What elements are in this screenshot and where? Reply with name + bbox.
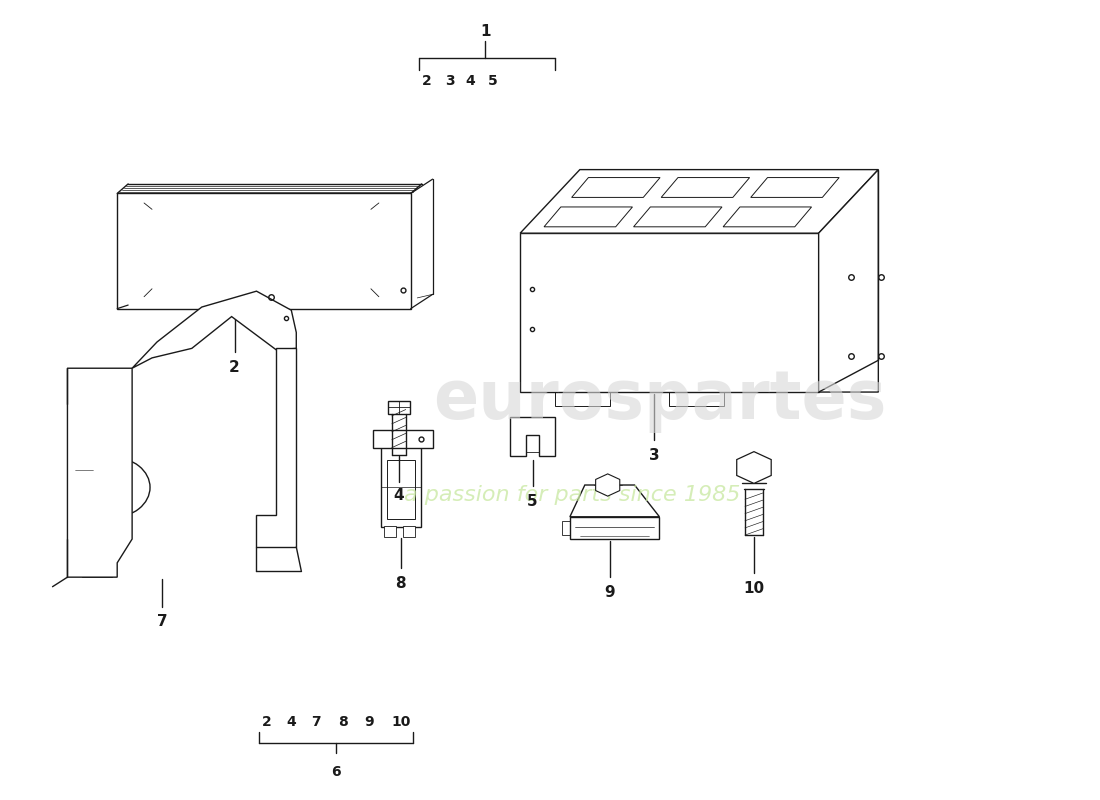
Text: 6: 6 bbox=[331, 766, 341, 779]
Bar bbox=[403, 526, 415, 537]
Text: 2: 2 bbox=[262, 715, 272, 729]
Polygon shape bbox=[595, 474, 619, 496]
Bar bbox=[556, 390, 609, 406]
Bar bbox=[82, 571, 112, 577]
Bar bbox=[384, 526, 396, 537]
Text: 4: 4 bbox=[394, 488, 404, 503]
Bar bbox=[670, 390, 724, 406]
Text: 7: 7 bbox=[311, 715, 321, 729]
Text: 9: 9 bbox=[604, 585, 615, 600]
Bar bbox=[373, 430, 432, 448]
Text: a passion for parts since 1985: a passion for parts since 1985 bbox=[404, 486, 740, 506]
Text: 4: 4 bbox=[465, 74, 475, 88]
Text: 2: 2 bbox=[229, 360, 240, 375]
Text: 10: 10 bbox=[744, 581, 764, 596]
Text: 5: 5 bbox=[487, 74, 497, 88]
Polygon shape bbox=[256, 348, 296, 547]
Bar bbox=[152, 210, 371, 289]
Bar bbox=[381, 432, 420, 527]
Bar bbox=[560, 362, 590, 376]
Text: 5: 5 bbox=[527, 494, 538, 509]
Polygon shape bbox=[750, 178, 839, 198]
Bar bbox=[827, 368, 868, 380]
Text: 3: 3 bbox=[444, 74, 454, 88]
Bar bbox=[518, 433, 547, 452]
Bar bbox=[346, 282, 394, 299]
Polygon shape bbox=[723, 207, 812, 227]
Polygon shape bbox=[818, 170, 878, 392]
Text: 8: 8 bbox=[395, 576, 406, 591]
Polygon shape bbox=[572, 178, 660, 198]
Text: 7: 7 bbox=[156, 614, 167, 630]
Polygon shape bbox=[118, 194, 410, 309]
Text: 4: 4 bbox=[286, 715, 296, 729]
Bar bbox=[542, 313, 791, 354]
Polygon shape bbox=[661, 178, 749, 198]
Polygon shape bbox=[510, 418, 556, 456]
Bar bbox=[76, 432, 94, 507]
Text: 8: 8 bbox=[338, 715, 348, 729]
Text: 1: 1 bbox=[480, 23, 491, 38]
Polygon shape bbox=[67, 368, 132, 577]
Polygon shape bbox=[520, 233, 818, 392]
Bar bbox=[562, 521, 574, 535]
Polygon shape bbox=[737, 452, 771, 483]
Bar bbox=[542, 253, 791, 294]
Polygon shape bbox=[132, 291, 296, 368]
Polygon shape bbox=[570, 485, 659, 517]
Bar bbox=[388, 401, 409, 414]
Text: 3: 3 bbox=[649, 448, 660, 462]
Polygon shape bbox=[634, 207, 722, 227]
Text: eurospartes: eurospartes bbox=[432, 367, 887, 433]
Text: 10: 10 bbox=[392, 715, 410, 729]
Text: 2: 2 bbox=[421, 74, 431, 88]
Polygon shape bbox=[520, 170, 878, 233]
Bar bbox=[387, 459, 415, 519]
Polygon shape bbox=[570, 517, 659, 539]
Text: 9: 9 bbox=[364, 715, 374, 729]
Bar bbox=[684, 362, 714, 376]
Polygon shape bbox=[544, 207, 632, 227]
